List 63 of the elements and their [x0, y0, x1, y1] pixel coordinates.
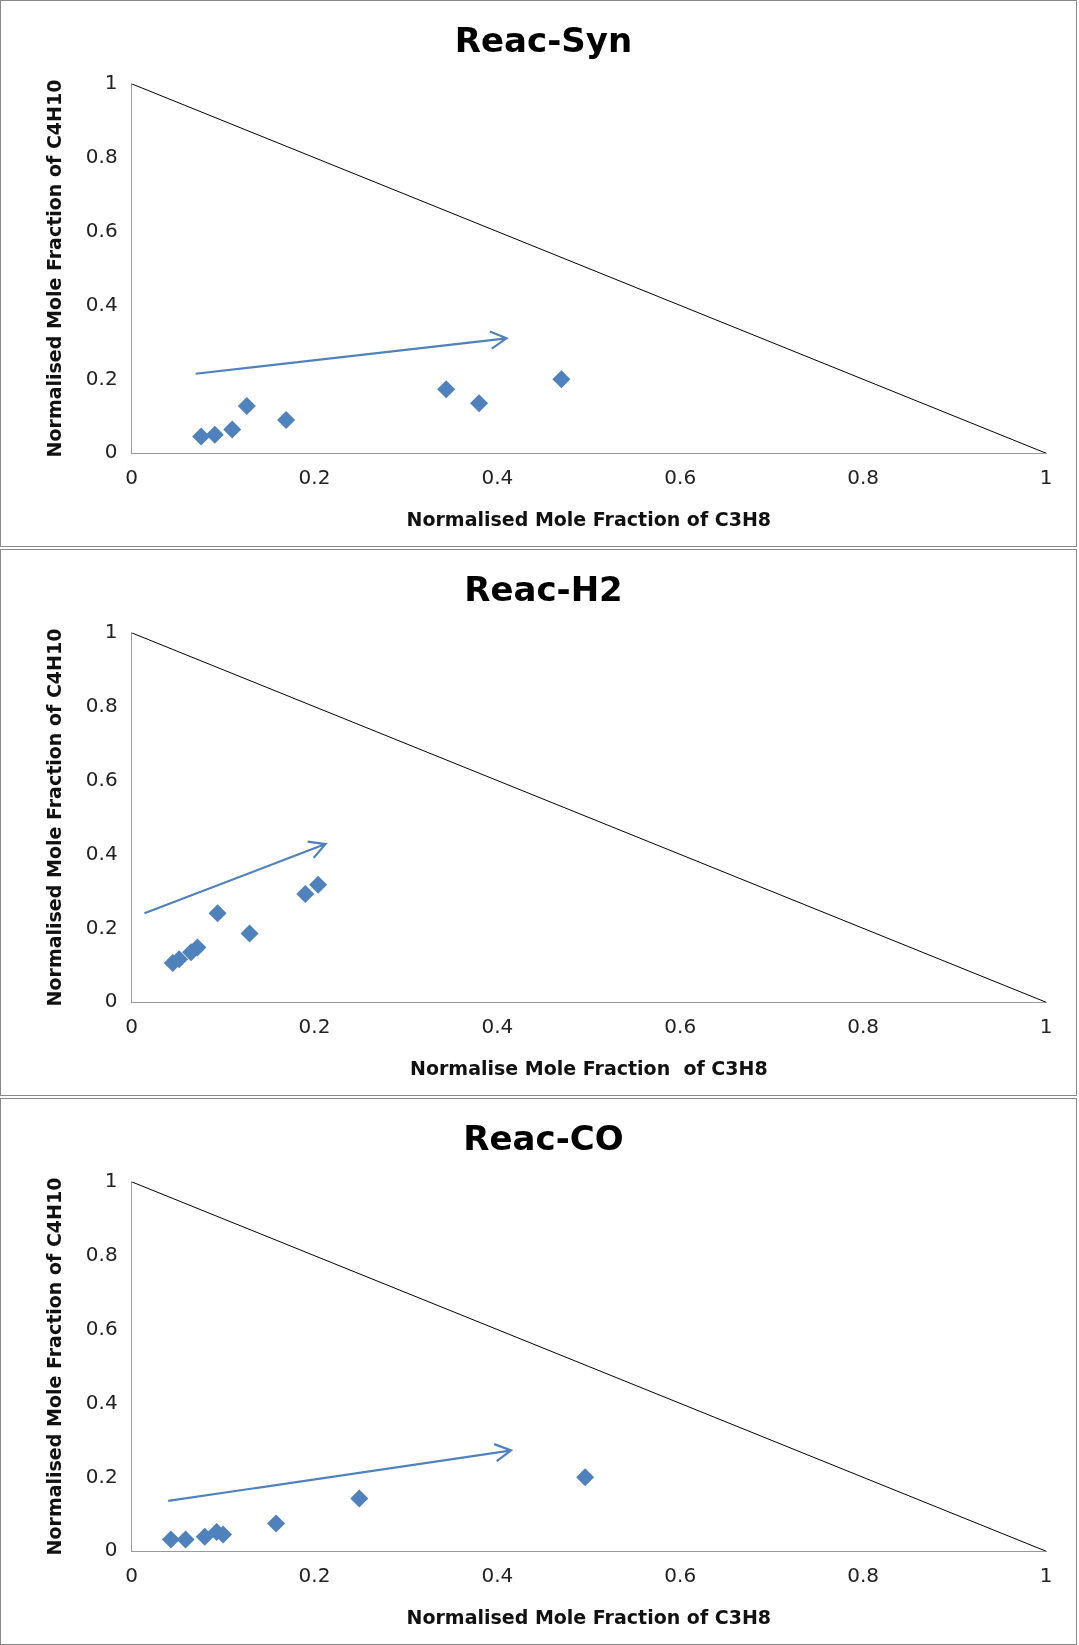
point — [195, 1527, 214, 1546]
point — [576, 1468, 595, 1487]
point — [161, 1530, 180, 1549]
x-tick-label: 0.8 — [847, 1563, 880, 1588]
chart-title: Reac-H2 — [464, 569, 623, 610]
point — [267, 1514, 286, 1533]
x-tick-label: 0.6 — [664, 1563, 697, 1588]
y-tick-label: 0 — [104, 988, 118, 1013]
point — [296, 884, 315, 903]
y-axis-title: Normalised Mole Fraction of C4H10 — [43, 79, 66, 458]
y-tick-label: 0.4 — [85, 291, 118, 316]
y-tick-label: 0.8 — [85, 1241, 118, 1266]
point — [176, 1530, 195, 1549]
y-axis-title: Normalised Mole Fraction of C4H10 — [43, 628, 66, 1007]
point — [350, 1489, 369, 1508]
x-tick-label: 0.6 — [664, 465, 697, 490]
x-tick-label: 0.6 — [664, 1014, 697, 1039]
x-tick-label: 0 — [125, 1563, 138, 1588]
x-axis-title: Normalised Mole Fraction of C3H8 — [406, 507, 772, 530]
x-tick-label: 0.4 — [481, 1014, 514, 1039]
point — [208, 904, 227, 923]
x-tick-label: 0.2 — [298, 1563, 331, 1588]
point — [470, 394, 489, 413]
x-tick-label: 0.8 — [847, 465, 880, 490]
y-tick-label: 1 — [104, 619, 118, 643]
y-tick-label: 0.2 — [85, 914, 118, 939]
y-tick-label: 0.4 — [85, 1389, 118, 1414]
x-tick-label: 0 — [125, 465, 138, 490]
x-tick-label: 1 — [1039, 1014, 1053, 1039]
y-tick-label: 0.2 — [85, 365, 118, 390]
point — [205, 425, 224, 444]
x-tick-label: 1 — [1039, 1563, 1053, 1588]
point — [552, 370, 571, 389]
x-tick-label: 0.2 — [298, 465, 331, 490]
point — [192, 427, 211, 446]
y-tick-label: 0.8 — [85, 143, 118, 168]
point — [240, 924, 259, 943]
y-tick-label: 0 — [104, 1537, 118, 1562]
x-tick-label: 0.8 — [847, 1014, 880, 1039]
y-tick-label: 0.8 — [85, 692, 118, 717]
chart-title: Reac-CO — [463, 1118, 624, 1159]
point — [237, 396, 256, 415]
point — [309, 875, 328, 894]
y-tick-label: 0.4 — [85, 840, 118, 865]
chart-title: Reac-Syn — [454, 20, 633, 61]
point — [223, 420, 242, 439]
x-tick-label: 0.4 — [481, 1563, 514, 1588]
point — [437, 380, 456, 399]
x-axis-title: Normalise Mole Fraction of C3H8 — [410, 1056, 768, 1079]
y-axis-title: Normalised Mole Fraction of C4H10 — [43, 1177, 66, 1556]
y-tick-label: 0.6 — [85, 1315, 118, 1340]
y-tick-label: 0.6 — [85, 766, 118, 791]
x-tick-label: 0.4 — [481, 465, 514, 490]
y-tick-label: 1 — [104, 1168, 118, 1192]
x-axis-title: Normalised Mole Fraction of C3H8 — [406, 1605, 772, 1628]
x-tick-label: 0 — [125, 1014, 138, 1039]
y-tick-label: 0 — [104, 439, 118, 464]
y-tick-label: 1 — [104, 70, 118, 94]
y-tick-label: 0.6 — [85, 217, 118, 242]
point — [277, 410, 296, 429]
y-tick-label: 0.2 — [85, 1463, 118, 1488]
x-tick-label: 1 — [1039, 465, 1053, 490]
x-tick-label: 0.2 — [298, 1014, 331, 1039]
